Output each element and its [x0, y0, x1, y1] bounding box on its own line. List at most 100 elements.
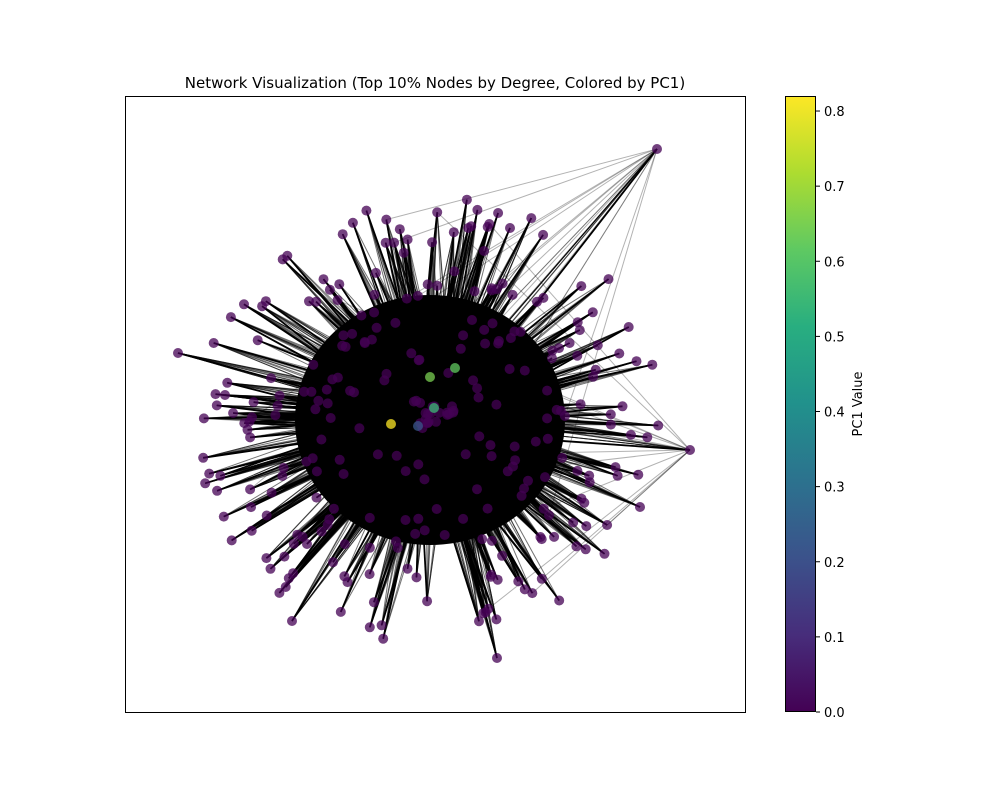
- network-node: [527, 588, 538, 599]
- network-node: [324, 514, 335, 525]
- network-node: [307, 453, 318, 464]
- network-node: [523, 475, 533, 486]
- network-node: [316, 526, 327, 537]
- network-node: [556, 405, 566, 416]
- network-node: [485, 440, 496, 451]
- network-node: [261, 510, 272, 521]
- network-node: [274, 390, 285, 401]
- network-node: [400, 466, 411, 477]
- network-node: [542, 385, 553, 396]
- network-node: [540, 472, 550, 483]
- network-node: [432, 207, 443, 218]
- network-node: [401, 293, 412, 304]
- network-node: [338, 330, 349, 341]
- network-node: [328, 503, 339, 514]
- network-node: [652, 144, 662, 154]
- colorbar-tick-label: 0.5: [824, 330, 845, 345]
- network-node: [576, 281, 587, 292]
- network-node: [572, 465, 583, 476]
- network-node: [587, 307, 598, 318]
- network-node: [198, 413, 209, 424]
- network-node: [633, 469, 644, 480]
- network-edge: [386, 148, 658, 221]
- network-node: [605, 419, 616, 430]
- colorbar-tick-label: 0.1: [824, 631, 845, 646]
- network-node: [463, 223, 474, 233]
- network-node: [592, 340, 603, 351]
- network-node: [302, 539, 312, 549]
- network-node: [359, 337, 370, 347]
- network-node: [647, 359, 658, 370]
- network-node: [400, 515, 411, 525]
- network-node: [349, 387, 359, 398]
- network-node: [617, 401, 628, 412]
- network-node: [218, 511, 229, 522]
- network-edge: [531, 449, 691, 594]
- network-node: [473, 392, 484, 403]
- network-node: [487, 318, 498, 329]
- network-node: [311, 466, 322, 477]
- network-node: [504, 364, 515, 374]
- network-node: [334, 454, 345, 465]
- network-node: [507, 289, 518, 300]
- network-node: [599, 548, 610, 559]
- network-node: [288, 568, 299, 579]
- network-node: [364, 542, 375, 553]
- network-node: [266, 487, 277, 498]
- network-node: [222, 377, 233, 388]
- network-node: [412, 290, 423, 301]
- network-node: [590, 364, 601, 375]
- network-node: [486, 535, 497, 546]
- network-node: [228, 408, 239, 418]
- network-node: [653, 420, 664, 431]
- network-node: [413, 513, 424, 524]
- network-edge: [488, 223, 691, 451]
- network-node: [408, 396, 419, 407]
- network-node: [477, 534, 488, 545]
- network-node: [287, 616, 297, 626]
- network-node: [571, 541, 582, 552]
- network-node: [474, 616, 484, 627]
- network-node: [635, 502, 645, 512]
- network-node: [448, 407, 459, 418]
- network-node: [324, 284, 335, 295]
- network-node: [432, 280, 443, 291]
- network-node: [474, 431, 485, 442]
- network-node: [389, 237, 400, 248]
- network-node-highlight: [413, 421, 423, 431]
- network-node: [542, 433, 553, 444]
- colorbar-tick-label: 0.0: [824, 706, 845, 721]
- network-node: [572, 317, 583, 328]
- network-node: [311, 296, 322, 307]
- network-node: [278, 462, 289, 473]
- network-node: [513, 576, 524, 587]
- network-node: [381, 214, 392, 225]
- network-edge: [548, 148, 658, 516]
- network-node: [402, 234, 413, 245]
- colorbar-tick-label: 0.3: [824, 481, 845, 496]
- plot-frame: [125, 96, 746, 713]
- network-node: [478, 608, 489, 619]
- network-node: [246, 502, 256, 513]
- network-node: [493, 208, 504, 218]
- network-node: [612, 470, 623, 481]
- network-node: [261, 553, 272, 564]
- network-node: [394, 224, 405, 235]
- network-node: [482, 503, 493, 514]
- network-node: [547, 353, 557, 364]
- network-node: [605, 409, 616, 420]
- network-node: [325, 413, 336, 423]
- network-node: [413, 459, 424, 470]
- network-node: [339, 571, 350, 582]
- network-node: [220, 390, 230, 400]
- network-node: [265, 563, 276, 574]
- network-node: [406, 348, 417, 359]
- network-node: [580, 544, 591, 555]
- edge-layer: [177, 148, 691, 659]
- network-node: [472, 383, 483, 394]
- network-node: [378, 633, 389, 644]
- network-node: [468, 375, 479, 386]
- network-node: [272, 400, 283, 411]
- network-node: [226, 535, 237, 546]
